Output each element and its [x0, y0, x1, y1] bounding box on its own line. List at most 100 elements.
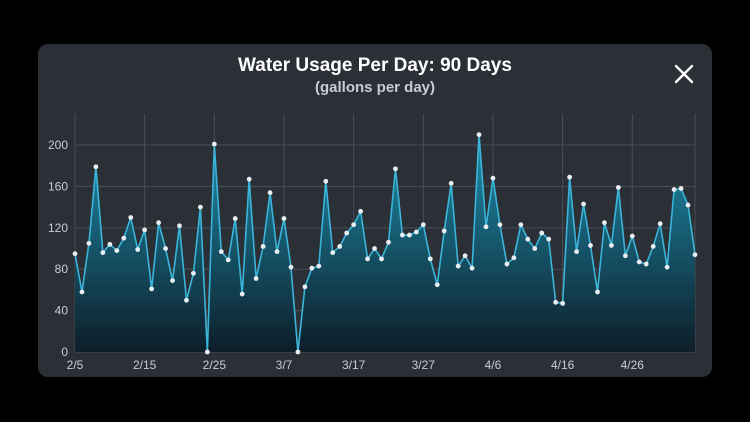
data-point — [469, 265, 475, 271]
data-point — [170, 278, 175, 283]
data-point — [636, 259, 642, 265]
data-points — [72, 132, 698, 355]
data-point — [420, 222, 426, 228]
data-point — [86, 240, 92, 246]
data-point — [79, 289, 85, 295]
x-axis-ticks: 2/5 2/15 2/25 3/7 3/17 3/27 4/6 4/16 4/26 — [67, 358, 645, 372]
x-tick-label: 2/15 — [133, 358, 157, 372]
data-point — [93, 164, 99, 170]
data-point — [386, 239, 391, 245]
area-fill — [75, 134, 695, 352]
data-point — [581, 201, 586, 207]
data-point — [149, 286, 155, 292]
y-tick-label: 80 — [55, 262, 69, 276]
y-tick-label: 120 — [48, 221, 68, 235]
data-point — [274, 249, 280, 255]
data-point — [197, 204, 203, 210]
data-point — [163, 246, 168, 251]
y-tick-label: 40 — [55, 304, 69, 318]
y-tick-label: 200 — [48, 138, 68, 152]
close-icon[interactable] — [671, 61, 697, 87]
data-point — [239, 291, 245, 297]
data-point — [602, 220, 607, 226]
data-point — [330, 250, 336, 256]
data-point — [156, 220, 162, 226]
data-point — [267, 190, 273, 196]
x-tick-label: 2/5 — [67, 358, 84, 372]
data-point — [309, 265, 315, 271]
y-tick-label: 0 — [61, 345, 68, 359]
data-point — [372, 246, 377, 251]
data-point — [204, 349, 210, 355]
data-point — [358, 208, 364, 214]
data-point — [692, 252, 698, 258]
data-point — [142, 227, 148, 233]
x-tick-label: 3/27 — [412, 358, 436, 372]
data-point — [253, 276, 259, 281]
data-point — [629, 233, 635, 239]
data-point — [400, 232, 405, 238]
y-tick-label: 160 — [48, 179, 68, 193]
chart-title: Water Usage Per Day: 90 Days — [238, 55, 512, 76]
data-point — [483, 224, 489, 230]
data-point — [497, 222, 503, 228]
data-point — [114, 248, 120, 253]
data-point — [344, 230, 350, 236]
data-point — [532, 246, 538, 251]
data-point — [448, 180, 454, 186]
chart-subtitle: (gallons per day) — [314, 79, 436, 96]
data-point — [504, 261, 510, 267]
data-point — [462, 253, 468, 259]
y-axis-ticks: 0 40 80 120 160 200 — [48, 138, 68, 359]
data-point — [337, 244, 343, 249]
data-point — [100, 250, 106, 256]
data-point — [685, 202, 691, 208]
data-point — [476, 132, 482, 138]
data-point — [316, 263, 322, 269]
data-point — [455, 263, 461, 269]
data-point — [664, 264, 670, 270]
x-tick-label: 3/7 — [276, 358, 293, 372]
data-point — [490, 175, 496, 181]
data-point — [281, 216, 287, 221]
data-point — [121, 235, 127, 241]
data-point — [588, 243, 593, 248]
data-point — [678, 186, 684, 191]
data-point — [622, 253, 628, 259]
x-tick-label: 3/17 — [342, 358, 366, 372]
data-point — [107, 241, 113, 247]
data-point — [413, 229, 419, 235]
data-point — [539, 230, 545, 236]
data-point — [191, 270, 196, 276]
data-point — [434, 282, 440, 288]
series-line — [74, 133, 696, 353]
data-point — [643, 261, 649, 267]
data-point — [211, 141, 217, 147]
data-point — [650, 244, 656, 249]
data-point — [135, 247, 141, 252]
data-point — [441, 228, 447, 234]
data-point — [574, 249, 579, 255]
data-point — [379, 256, 384, 262]
data-point — [72, 251, 78, 257]
x-tick-label: 4/6 — [485, 358, 502, 372]
data-point — [518, 222, 524, 228]
data-point — [595, 289, 600, 295]
data-point — [525, 236, 531, 242]
data-point — [560, 300, 566, 306]
data-point — [323, 178, 329, 184]
x-tick-label: 4/16 — [551, 358, 575, 372]
data-point — [365, 256, 370, 262]
data-point — [302, 284, 308, 290]
data-point — [609, 243, 614, 248]
x-tick-label: 2/25 — [203, 358, 227, 372]
x-tick-label: 4/26 — [621, 358, 645, 372]
data-point — [657, 221, 663, 227]
data-point — [511, 255, 517, 261]
data-point — [351, 222, 357, 228]
data-point — [246, 176, 252, 182]
data-point — [288, 264, 294, 270]
data-point — [615, 185, 621, 190]
data-point — [567, 174, 573, 180]
